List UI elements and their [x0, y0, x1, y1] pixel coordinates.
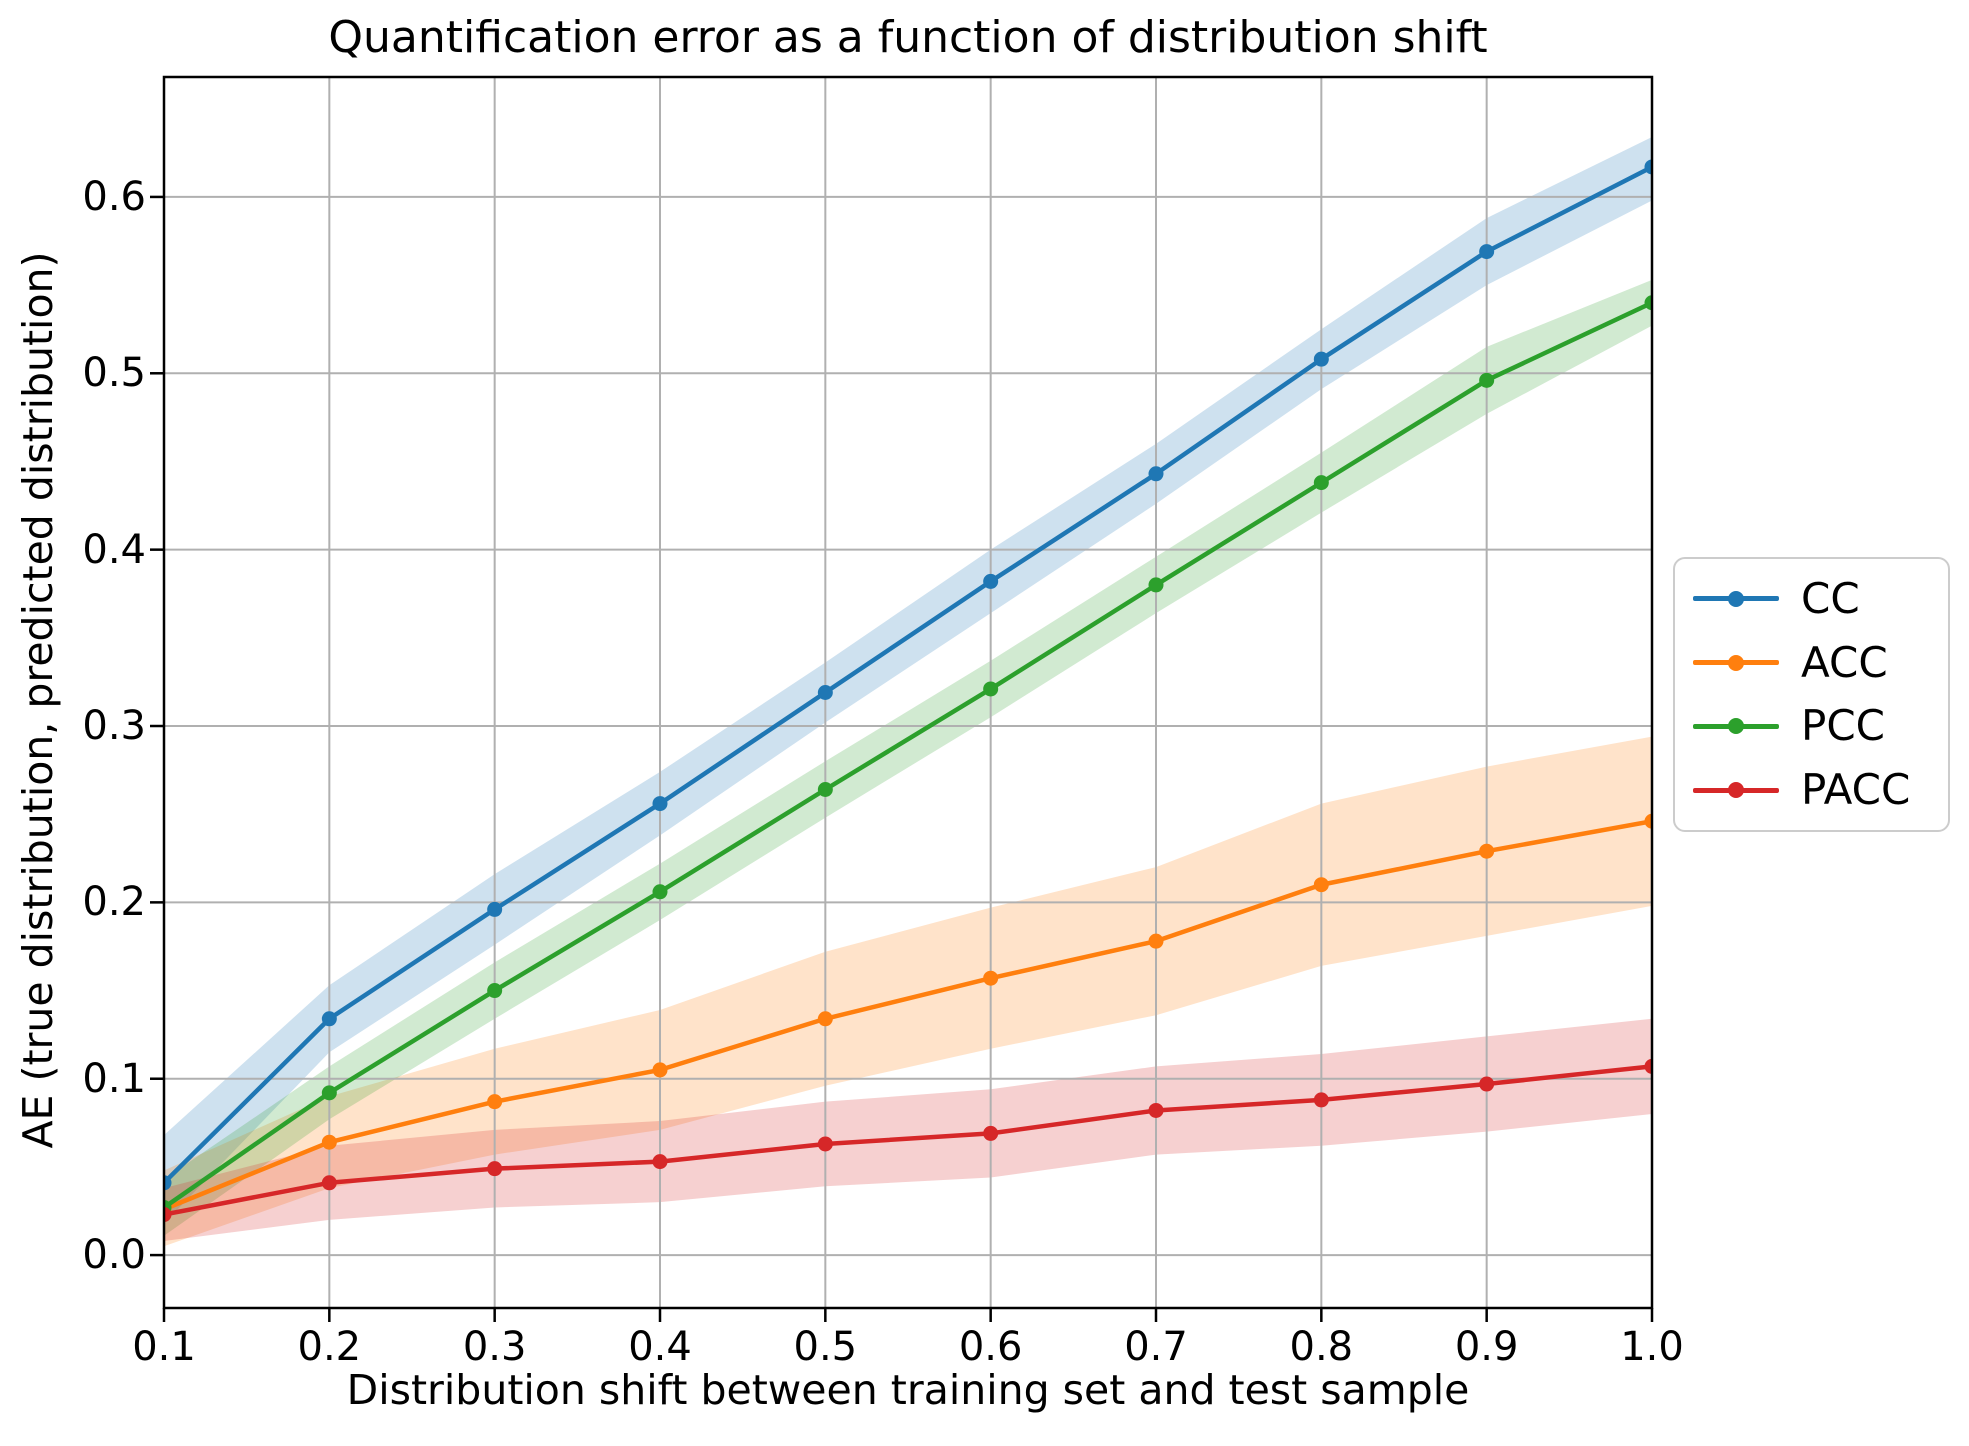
marker-PACC	[487, 1161, 503, 1177]
marker-PACC	[1644, 1058, 1652, 1074]
axes-spines	[162, 75, 1654, 1310]
line-ACC	[164, 818, 1652, 1212]
x-tick-label: 0.7	[1124, 1324, 1188, 1370]
x-tick-label: 0.1	[132, 1324, 196, 1370]
line-PACC	[164, 1064, 1652, 1217]
band-PACC	[164, 1018, 1652, 1241]
line-PCC	[164, 300, 1652, 1210]
y-tick-label: 0.5	[82, 350, 146, 397]
legend-row-CC: CC	[1675, 573, 1948, 623]
y-tick-label: 0.0	[82, 1232, 146, 1279]
y-tick-label: 0.4	[82, 526, 146, 573]
marker-PCC	[321, 1085, 337, 1101]
chart-title: Quantification error as a function of di…	[328, 12, 1488, 63]
band-PCC	[164, 279, 1652, 1236]
confidence-bands	[164, 136, 1652, 1247]
marker-CC	[983, 573, 999, 589]
marker-PCC	[652, 884, 668, 900]
marker-PCC	[1479, 372, 1495, 388]
legend: CC ACC PCC PACC	[1673, 557, 1950, 832]
marker-CC	[1313, 351, 1329, 367]
y-tick-label: 0.3	[82, 703, 146, 749]
x-axis-label: Distribution shift between training set …	[346, 1366, 1470, 1414]
y-tick-label: 0.6	[82, 173, 146, 220]
marker-ACC	[652, 1062, 668, 1078]
marker-PACC	[983, 1125, 999, 1141]
legend-dot-icon	[1728, 590, 1744, 607]
x-tick-label: 0.4	[628, 1324, 692, 1370]
y-tick-label: 0.1	[82, 1055, 146, 1102]
marker-PCC	[1644, 295, 1652, 311]
marker-ACC	[1479, 843, 1495, 859]
band-ACC	[164, 736, 1652, 1247]
marker-CC	[321, 1011, 337, 1027]
legend-row-PACC: PACC	[1675, 769, 1948, 811]
legend-label-PCC: PCC	[1801, 701, 1885, 751]
legend-row-PCC: PCC	[1675, 705, 1948, 747]
legend-label-PACC: PACC	[1801, 765, 1911, 815]
legend-dot-icon	[1728, 782, 1744, 799]
marker-ACC	[487, 1094, 503, 1110]
y-tick-label: 0.2	[82, 879, 146, 926]
marker-ACC	[817, 1011, 833, 1027]
x-tick-label: 0.6	[958, 1324, 1023, 1370]
x-tick-label: 0.9	[1454, 1324, 1519, 1370]
band-CC	[164, 136, 1652, 1224]
legend-line-icon	[1693, 590, 1779, 607]
marker-CC	[487, 901, 503, 917]
legend-line-icon	[1693, 718, 1779, 735]
tick-marks	[150, 195, 1654, 1322]
marker-PCC	[1148, 577, 1164, 593]
marker-PCC	[1313, 475, 1329, 491]
line-CC	[164, 164, 1652, 1186]
legend-dot-icon	[1728, 654, 1744, 671]
marker-CC	[652, 796, 668, 812]
x-tick-label: 0.3	[462, 1324, 527, 1370]
x-tick-label: 1.0	[1620, 1324, 1684, 1370]
marker-CC	[164, 1175, 172, 1191]
marker-ACC	[983, 970, 999, 986]
marker-PACC	[817, 1136, 833, 1152]
marker-PACC	[321, 1175, 337, 1191]
marker-PCC	[983, 681, 999, 697]
marker-PCC	[817, 781, 833, 797]
legend-label-ACC: ACC	[1801, 637, 1888, 687]
legend-line-icon	[1693, 654, 1779, 671]
marker-PACC	[1479, 1076, 1495, 1092]
marker-ACC	[1644, 813, 1652, 829]
series-lines	[164, 159, 1652, 1223]
marker-ACC	[1313, 877, 1329, 893]
marker-PCC	[487, 983, 503, 999]
marker-PACC	[1148, 1102, 1164, 1118]
x-tick-label: 0.8	[1289, 1324, 1354, 1370]
marker-PACC	[1313, 1092, 1329, 1108]
marker-ACC	[321, 1134, 337, 1150]
x-tick-label: 0.5	[793, 1324, 858, 1370]
legend-row-ACC: ACC	[1675, 637, 1948, 687]
legend-dot-icon	[1728, 718, 1744, 735]
marker-ACC	[1148, 933, 1164, 949]
legend-line-icon	[1693, 782, 1779, 799]
marker-CC	[817, 685, 833, 700]
marker-CC	[1148, 466, 1164, 482]
marker-PACC	[652, 1154, 668, 1170]
x-tick-label: 0.2	[297, 1324, 362, 1370]
marker-CC	[1644, 159, 1652, 175]
marker-CC	[1479, 244, 1495, 260]
legend-label-CC: CC	[1801, 573, 1860, 623]
marker-PACC	[164, 1207, 172, 1223]
